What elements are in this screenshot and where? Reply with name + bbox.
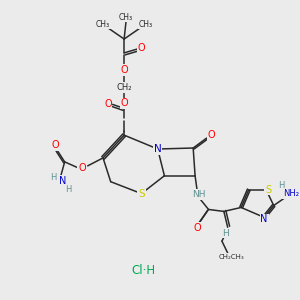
Text: NH₂: NH₂ <box>283 189 299 198</box>
Text: O: O <box>104 99 112 110</box>
Text: CH₂CH₃: CH₂CH₃ <box>219 254 244 260</box>
Text: S: S <box>138 189 145 199</box>
Text: N: N <box>59 176 66 186</box>
Text: CH₃: CH₃ <box>138 20 152 29</box>
Text: O: O <box>120 98 128 108</box>
Text: O: O <box>120 65 128 75</box>
Text: CH₃: CH₃ <box>96 20 110 29</box>
Text: N: N <box>260 214 268 224</box>
Text: O: O <box>193 223 201 233</box>
Text: H: H <box>65 185 72 194</box>
Text: O: O <box>138 43 145 53</box>
Text: H: H <box>50 173 56 182</box>
Text: O: O <box>208 130 215 140</box>
Text: CH₃: CH₃ <box>119 13 133 22</box>
Text: Cl·H: Cl·H <box>131 264 155 278</box>
Text: H: H <box>278 181 285 190</box>
Text: O: O <box>78 163 86 173</box>
Text: O: O <box>51 140 59 150</box>
Text: NH: NH <box>192 190 206 199</box>
Text: S: S <box>265 184 271 195</box>
Text: N: N <box>154 144 162 154</box>
Text: H: H <box>222 229 229 238</box>
Text: CH₂: CH₂ <box>116 83 132 92</box>
